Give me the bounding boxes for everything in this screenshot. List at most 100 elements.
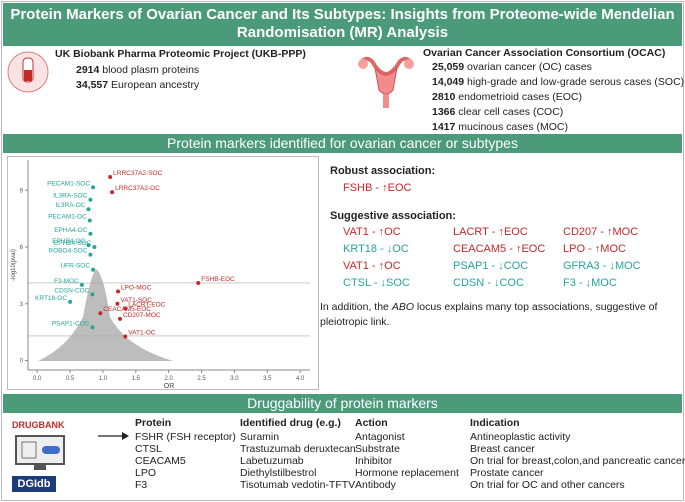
robust-item: FSHB - ↑EOC [343,182,412,194]
point-label: IL3RA-SOC [53,193,88,200]
point [79,282,84,287]
table-header: Protein [135,417,172,429]
point [86,207,91,212]
point-label: KRT18-OC [35,295,67,302]
ocac-title: Ovarian Cancer Association Consortium (O… [423,47,666,59]
x-tick-label: 2.0 [164,376,173,382]
point-label: ROBO4-SOC [48,248,87,255]
point-label: CDSN-COC [54,287,89,294]
ocac-item: 2810 endometrioid cases (EOC) [432,91,582,103]
table-cell: Prostate cancer [470,467,544,479]
table-cell: Substrate [355,443,400,455]
point [87,218,92,223]
point [115,301,120,306]
table-cell: FSHR (FSH receptor) [135,431,236,443]
point [88,197,93,202]
point-label: EPHA4-OC [54,227,88,234]
point-label: PSAP1-COC [52,320,90,327]
point [196,280,201,285]
suggestive-item: VAT1 - ↑OC [343,260,401,272]
table-cell: Antagonist [355,431,405,443]
point-label: FSHB-EOC [201,276,235,283]
point [116,289,121,294]
table-cell: Inhibitor [355,455,393,467]
ukb-icon [7,51,49,93]
ocac-item: 1417 mucinous cases (MOC) [432,121,568,133]
suggestive-item: CEACAM5 - ↑EOC [453,243,546,255]
y-tick-label: 9 [20,188,24,194]
x-tick-label: 2.5 [197,376,206,382]
x-tick-label: 3.0 [230,376,239,382]
x-tick-label: 0.5 [66,376,75,382]
table-cell: On trial for OC and other cancers [470,479,625,491]
point [90,292,95,297]
table-cell: On trial for breast,colon,and pancreatic… [470,455,685,467]
table-cell: Hormone replacement [355,467,459,479]
x-tick-label: 3.5 [263,376,272,382]
dgidb-logo: DGIdb [12,476,56,492]
table-cell: Trastuzumab deruxtecan [240,443,356,455]
suggestive-item: F3 - ↓MOC [563,277,617,289]
point [98,311,103,316]
table-cell: Antibody [355,479,396,491]
point-label: F3-MOC [54,278,79,285]
table-cell: Suramin [240,431,280,443]
background-points [38,269,173,361]
point-label: CD207-MOC [123,312,161,319]
table-cell: Breast cancer [470,443,535,455]
suggestive-item: LPO - ↑MOC [563,243,626,255]
point [88,252,93,257]
ukb-item: 34,557 European ancestry [76,79,200,91]
point [118,316,123,321]
point [92,245,97,250]
point [88,231,93,236]
point [123,334,128,339]
table-header: Indication [470,417,520,429]
suggestive-item: GFRA3 - ↓MOC [563,260,641,272]
x-tick-label: 4.0 [296,376,305,382]
volcano-plot: 0 3 6 9 0.0 0.5 1.0 1.5 2.0 2.5 3.0 3.5 4.0 OR -log10(… [7,156,319,390]
point-label: EPHB4-OC [52,238,86,245]
suggestive-item: VAT1 - ↑OC [343,226,401,238]
point-label: IL3RA-OC [55,202,85,209]
ocac-item: 14,049 high-grade and low-grade serous c… [432,76,685,88]
point [108,175,113,180]
point-label: CEACAM5-EOC [103,306,151,313]
point [68,299,73,304]
y-tick-label: 3 [20,302,24,308]
point-label: PECAM1-OC [48,214,87,221]
x-axis-label: OR [164,383,175,390]
ukb-item: 2914 blood plasm proteins [76,64,200,76]
point [91,185,96,190]
point-label: LPO-MOC [121,284,152,291]
section2-title: Protein markers identified for ovarian c… [3,134,682,153]
point-label: UFR-SOC [60,263,90,270]
suggestive-item: CD207 - ↑MOC [563,226,639,238]
point-label: EPHB4-SOC [54,240,92,247]
section3-title: Druggability of protein markers [3,394,682,413]
ukb-title: UK Biobank Pharma Proteomic Project (UKB… [55,48,306,60]
point-label: VAT1-SOC [120,297,152,304]
point [123,306,128,311]
y-tick-label: 0 [20,359,24,365]
table-header: Action [355,417,388,429]
table-cell: Diethylstilbestrol [240,467,317,479]
table-cell: Tisotumab vedotin-TFTV [240,479,356,491]
drugbank-logo: DRUGBANK [12,420,65,430]
suggestive-title: Suggestive association: [330,210,456,222]
x-tick-label: 1.5 [132,376,141,382]
point [91,267,96,272]
table-cell: CTSL [135,443,162,455]
table-cell: LPO [135,467,157,479]
point-label: LRRC37A2-OC [115,185,160,192]
y-tick-label: 6 [20,245,24,251]
header-title: Protein Markers of Ovarian Cancer and It… [3,3,682,46]
uterus-icon [358,56,414,108]
arrow [98,432,129,440]
computer-icon [15,435,65,470]
note: In addition, the ABO locus explains many… [320,301,658,328]
suggestive-item: LACRT - ↑EOC [453,226,528,238]
point [110,190,115,195]
x-tick-label: 0.0 [33,376,42,382]
point-label: PECAM1-SOC [47,180,90,187]
